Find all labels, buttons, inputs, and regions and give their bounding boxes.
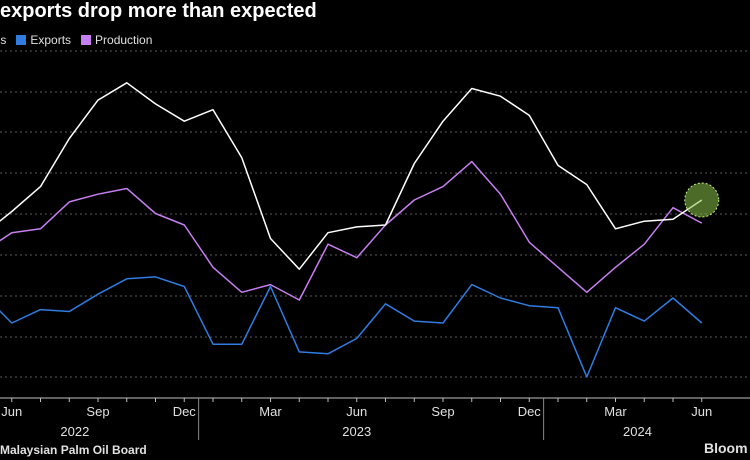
- year-label: 2024: [623, 424, 652, 439]
- legend: ries Exports Production: [0, 33, 162, 47]
- x-tick-label: Dec: [173, 404, 197, 419]
- gridlines: [0, 50, 750, 378]
- series-line-exports: [0, 276, 703, 378]
- legend-label-exports: Exports: [30, 33, 72, 47]
- series-line-production: [0, 160, 703, 301]
- legend-swatch-production: [81, 35, 92, 45]
- highlight-circle: [684, 182, 720, 218]
- legend-item-inventories: ries: [0, 33, 6, 47]
- chart-title: exports drop more than expected: [0, 0, 317, 22]
- series-lines: [0, 82, 703, 378]
- x-tick-label: Sep: [86, 404, 109, 419]
- year-label: 2023: [342, 424, 371, 439]
- legend-item-exports: Exports: [16, 33, 71, 47]
- x-tick-label: Jun: [346, 404, 367, 419]
- legend-item-production: Production: [81, 33, 152, 47]
- x-tick-label: Jun: [691, 404, 712, 419]
- x-tick-label: Mar: [604, 404, 627, 419]
- highlight-marker: [684, 182, 720, 218]
- year-label: 2022: [60, 424, 89, 439]
- legend-label-inventories: ries: [0, 33, 7, 47]
- x-axis: Jun Sep Dec Mar Jun Sep Dec Mar Jun 2022 2023 2024: [0, 397, 750, 440]
- line-chart: Jun Sep Dec Mar Jun Sep Dec Mar Jun 2022 2023 2024: [0, 50, 750, 440]
- series-line-ries: [0, 82, 703, 270]
- x-tick-label: Dec: [518, 404, 542, 419]
- legend-swatch-exports: [16, 35, 27, 45]
- x-tick-label: Sep: [431, 404, 454, 419]
- brand-logo: Bloom: [704, 440, 748, 456]
- source-note: Malaysian Palm Oil Board: [0, 443, 147, 457]
- x-tick-label: Mar: [259, 404, 282, 419]
- x-tick-label: Jun: [1, 404, 22, 419]
- legend-label-production: Production: [95, 33, 153, 47]
